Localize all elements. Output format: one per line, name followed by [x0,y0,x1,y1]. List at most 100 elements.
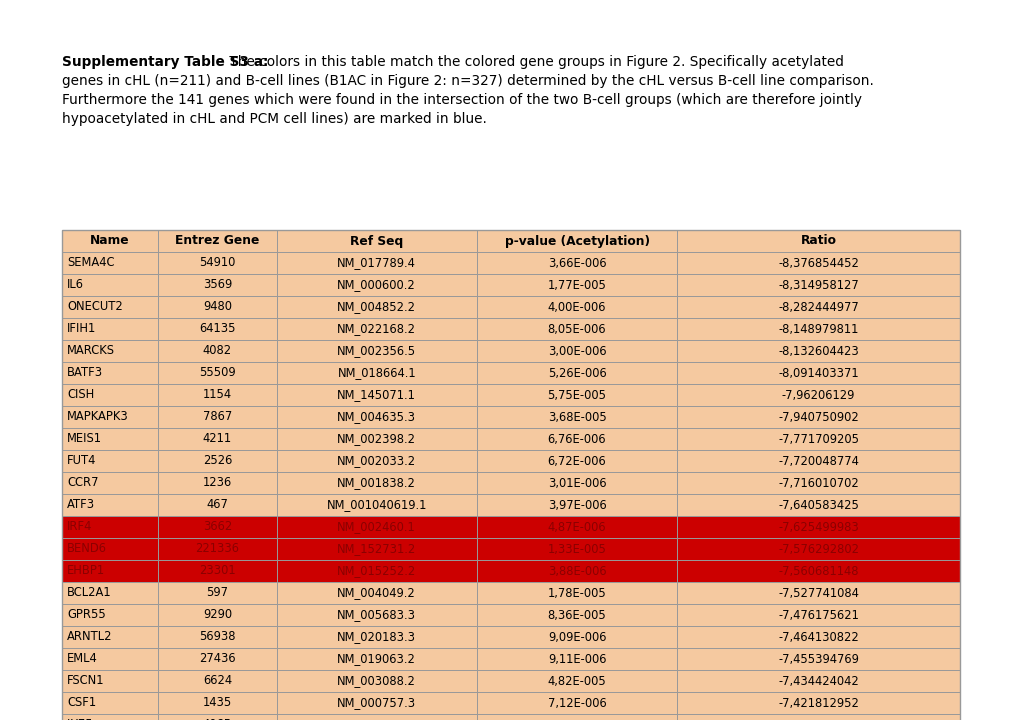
Bar [276,362,477,384]
Text: FUT4: FUT4 [67,454,96,467]
Text: 1,33E-005: 1,33E-005 [547,542,606,556]
Text: NM_001040619.1: NM_001040619.1 [326,498,427,511]
Bar [677,252,959,274]
Bar [276,648,477,670]
Bar [62,384,158,406]
Text: 3662: 3662 [203,521,231,534]
Bar [477,274,677,296]
Text: NM_015252.2: NM_015252.2 [337,564,416,577]
Bar [477,252,677,274]
Bar [158,582,276,604]
Text: BCL2A1: BCL2A1 [67,587,111,600]
Text: 3,88E-006: 3,88E-006 [547,564,605,577]
Text: 1,78E-005: 1,78E-005 [547,587,605,600]
Text: 3,68E-005: 3,68E-005 [547,410,605,423]
Text: -7,396251517: -7,396251517 [777,719,858,720]
Bar [158,274,276,296]
Bar [477,362,677,384]
Text: IRF4: IRF4 [67,521,93,534]
Text: MAPKAPK3: MAPKAPK3 [67,410,128,423]
Bar [477,604,677,626]
Bar [158,714,276,720]
Text: BEND6: BEND6 [67,542,107,556]
Bar [677,538,959,560]
Bar [62,472,158,494]
Text: 4065: 4065 [203,719,231,720]
Bar [477,582,677,604]
Text: 5,75E-005: 5,75E-005 [547,389,606,402]
Bar [276,296,477,318]
Text: NM_001838.2: NM_001838.2 [337,477,416,490]
Text: Name: Name [90,235,129,248]
Bar [62,252,158,274]
Text: 4,00E-006: 4,00E-006 [547,300,605,313]
Text: 221336: 221336 [196,542,239,556]
Bar [276,494,477,516]
Text: 9480: 9480 [203,300,231,313]
Bar [62,648,158,670]
Text: -8,282444977: -8,282444977 [777,300,858,313]
Bar [677,626,959,648]
Text: NM_152731.2: NM_152731.2 [337,542,416,556]
Text: EML4: EML4 [67,652,98,665]
Bar [477,670,677,692]
Text: GPR55: GPR55 [67,608,106,621]
Bar [276,560,477,582]
Text: NM_004635.3: NM_004635.3 [337,410,416,423]
Bar [62,274,158,296]
Text: Ratio: Ratio [800,235,836,248]
Bar [677,274,959,296]
Bar [158,428,276,450]
Text: IFIH1: IFIH1 [67,323,96,336]
Text: -7,421812952: -7,421812952 [777,696,858,709]
Text: CISH: CISH [67,389,94,402]
Bar [677,384,959,406]
Text: 467: 467 [206,498,228,511]
Bar [62,428,158,450]
Bar [62,670,158,692]
Text: -8,314958127: -8,314958127 [777,279,858,292]
Text: NM_005683.3: NM_005683.3 [337,608,416,621]
Text: NM_017789.4: NM_017789.4 [337,256,416,269]
Text: 3569: 3569 [203,279,231,292]
Bar [158,252,276,274]
Bar [62,604,158,626]
Text: 54910: 54910 [199,256,235,269]
Bar [62,494,158,516]
Text: 1,77E-005: 1,77E-005 [547,279,606,292]
Text: -7,625499983: -7,625499983 [777,521,858,534]
Bar [62,516,158,538]
Text: NM_002356.5: NM_002356.5 [337,344,416,358]
Bar [677,714,959,720]
Bar [158,692,276,714]
Text: SEMA4C: SEMA4C [67,256,114,269]
Bar [477,340,677,362]
Bar [477,384,677,406]
Bar [62,714,158,720]
Text: -7,771709205: -7,771709205 [777,433,858,446]
Text: -7,716010702: -7,716010702 [777,477,858,490]
Text: EHBP1: EHBP1 [67,564,105,577]
Bar [158,450,276,472]
Bar [477,450,677,472]
Text: NM_020183.3: NM_020183.3 [337,631,416,644]
Bar [276,318,477,340]
Text: -7,640583425: -7,640583425 [777,498,858,511]
Bar [677,450,959,472]
Text: 1154: 1154 [203,389,231,402]
Bar [276,450,477,472]
Bar [158,670,276,692]
Text: 3,00E-006: 3,00E-006 [547,344,605,358]
Text: -7,464130822: -7,464130822 [777,631,858,644]
Bar [158,538,276,560]
Bar [158,340,276,362]
Bar [477,648,677,670]
Text: MEIS1: MEIS1 [67,433,102,446]
Text: 4082: 4082 [203,344,231,358]
Text: NM_002398.2: NM_002398.2 [337,433,416,446]
Text: -7,940750902: -7,940750902 [777,410,858,423]
Text: 7,12E-006: 7,12E-006 [547,696,605,709]
Bar [477,406,677,428]
Bar [158,472,276,494]
Bar [677,318,959,340]
